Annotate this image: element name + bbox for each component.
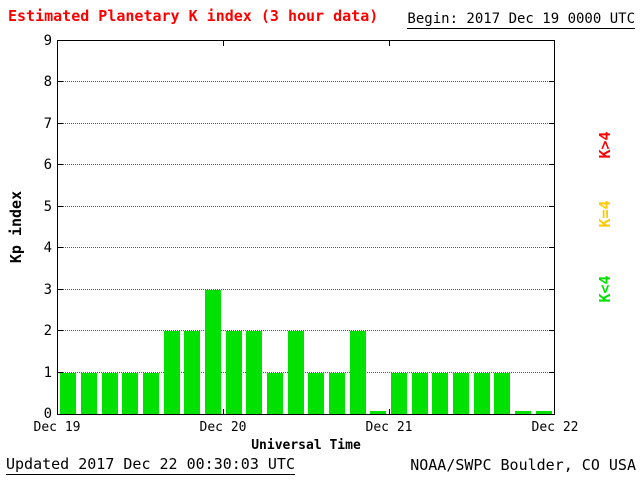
kp-bar-9	[246, 331, 263, 414]
kp-bar-5	[163, 331, 180, 414]
kp-bar-10	[267, 372, 283, 414]
y-tickmark-right-7	[549, 122, 554, 124]
y-tick-label-5: 5	[43, 198, 52, 215]
x-tickmark-top-2	[388, 41, 390, 46]
gridline-kp-2	[58, 330, 554, 332]
y-axis-tick-labels: 0 1 2 3 4 5 6 7 8 9	[30, 33, 52, 422]
gridline-kp-4	[58, 247, 554, 249]
kp-bar-11	[287, 331, 304, 414]
y-tickmark-right-3	[549, 288, 554, 290]
legend-k-above-4: K>4	[596, 131, 614, 159]
x-tickmark-bottom-2	[388, 409, 390, 414]
y-tick-label-8: 8	[43, 74, 52, 91]
y-tickmark-left-6	[58, 164, 63, 166]
kp-bar-20	[473, 372, 490, 414]
x-tick-label-2: Dec 21	[365, 420, 413, 435]
y-tickmark-right-1	[549, 371, 554, 373]
x-axis-title: Universal Time	[251, 438, 361, 453]
y-tick-label-7: 7	[43, 115, 52, 132]
x-tick-label-3: Dec 22	[531, 420, 579, 435]
gridline-kp-5	[58, 205, 554, 207]
kp-bar-18	[432, 372, 449, 414]
y-tick-label-3: 3	[43, 281, 52, 298]
y-tickmark-right-6	[549, 164, 554, 166]
kp-bar-21	[494, 372, 511, 414]
kp-bar-1	[81, 372, 97, 414]
y-tickmark-left-8	[58, 81, 63, 83]
x-tickmark-top-1	[223, 41, 225, 46]
plot-area	[57, 40, 555, 415]
kp-bar-15	[370, 411, 387, 414]
x-axis-tick-labels: Dec 19 Dec 20 Dec 21 Dec 22	[34, 420, 579, 436]
gridline-kp-8	[58, 81, 554, 83]
y-tickmark-left-7	[58, 122, 63, 124]
source-attribution: NOAA/SWPC Boulder, CO USA	[410, 456, 636, 474]
x-tickmark-bottom-1	[223, 409, 225, 414]
x-tick-label-1: Dec 20	[199, 420, 247, 435]
y-tickmark-left-2	[58, 330, 63, 332]
kp-bar-8	[225, 331, 242, 414]
y-tickmark-right-2	[549, 330, 554, 332]
kp-bar-6	[184, 331, 201, 414]
kp-bar-2	[101, 372, 118, 414]
kp-bar-12	[308, 372, 325, 414]
kp-bar-4	[143, 372, 159, 414]
y-tickmark-right-4	[549, 247, 554, 249]
y-tickmark-right-8	[549, 81, 554, 83]
kp-bar-13	[329, 372, 345, 414]
chart-title: Estimated Planetary K index (3 hour data…	[8, 7, 379, 25]
y-tickmark-left-1	[58, 371, 63, 373]
y-tickmark-left-4	[58, 247, 63, 249]
y-axis-title: Kp index	[7, 190, 25, 264]
kp-bar-14	[349, 331, 366, 414]
x-tick-label-0: Dec 19	[33, 420, 81, 435]
gridline-kp-6	[58, 164, 554, 166]
updated-timestamp: Updated 2017 Dec 22 00:30:03 UTC	[6, 455, 295, 475]
legend-k-equal-4: K=4	[596, 200, 614, 228]
gridline-kp-7	[58, 122, 554, 124]
y-tick-label-4: 4	[43, 240, 52, 257]
begin-timestamp: Begin: 2017 Dec 19 0000 UTC	[407, 11, 635, 29]
kp-bar-7	[205, 289, 221, 414]
y-tick-label-0: 0	[43, 406, 52, 422]
kp-bar-3	[122, 372, 139, 414]
y-tick-label-2: 2	[43, 323, 52, 340]
y-tick-label-6: 6	[43, 157, 52, 174]
gridline-kp-3	[58, 288, 554, 290]
y-tickmark-right-5	[549, 205, 554, 207]
y-tickmark-left-5	[58, 205, 63, 207]
kp-bar-23	[535, 411, 552, 414]
gridline-kp-1	[58, 371, 554, 373]
kp-bar-19	[453, 372, 469, 414]
kp-bar-0	[60, 372, 77, 414]
y-tick-label-1: 1	[43, 364, 52, 381]
legend-k-below-4: K<4	[596, 275, 614, 303]
kp-bar-22	[515, 411, 531, 414]
y-tick-label-9: 9	[43, 33, 52, 49]
y-tickmark-left-3	[58, 288, 63, 290]
kp-bar-16	[391, 372, 407, 414]
kp-bar-17	[411, 372, 428, 414]
